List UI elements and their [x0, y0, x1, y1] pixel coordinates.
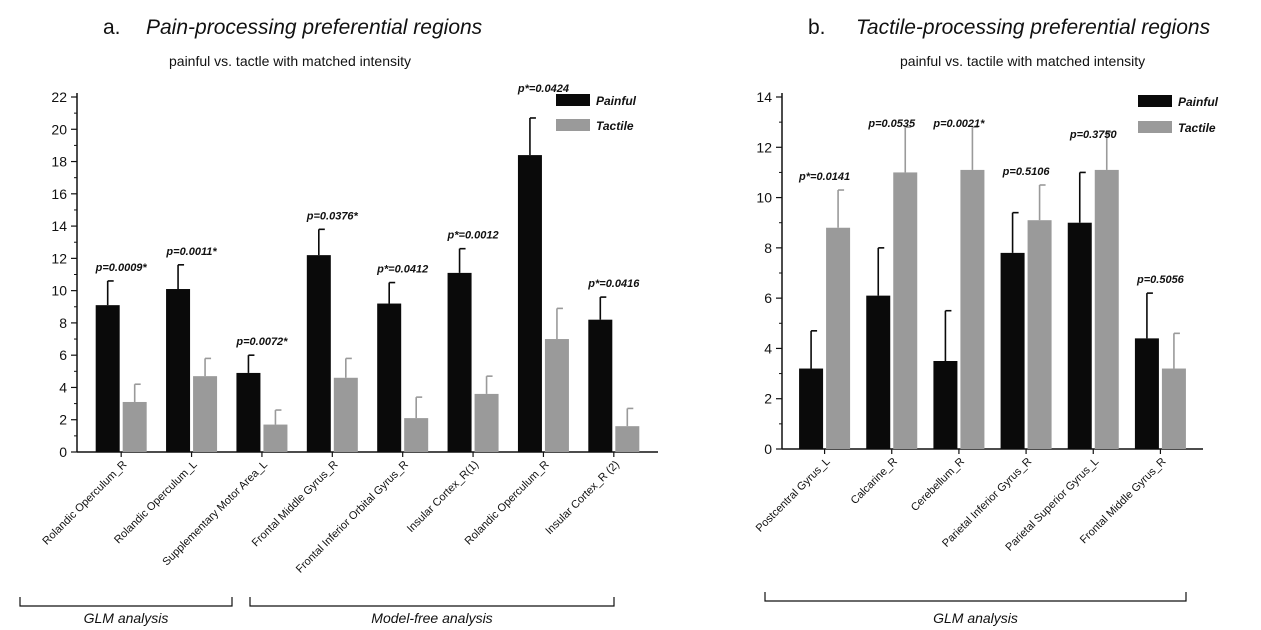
tactile-bar — [333, 377, 358, 452]
painful-bar — [1000, 252, 1025, 449]
x-category-label: Insular Cortex_R(1) — [405, 459, 481, 535]
tactile-bar — [615, 426, 640, 452]
y-tick-label: 16 — [51, 186, 67, 202]
x-category-label: Postcentral Gyrus_L — [754, 456, 833, 535]
panel-b-chart: 0 2 4 6 8 10 12 14 Postcentral Gyrus_L p*=0.0141 C… — [754, 89, 1219, 626]
tactile-bar — [544, 339, 569, 452]
group-bracket — [19, 597, 233, 607]
painful-bar — [933, 361, 958, 449]
group-bracket — [764, 592, 1187, 602]
tactile-bar — [193, 376, 218, 452]
y-tick-label: 2 — [764, 391, 772, 407]
panel-b-header: b. Tactile-processing preferential regio… — [808, 16, 1211, 69]
y-tick-label: 0 — [764, 441, 772, 457]
p-value-label: p*=0.0412 — [376, 264, 428, 276]
y-tick-label: 10 — [756, 190, 772, 206]
p-value-label: p=0.5106 — [1002, 166, 1051, 178]
legend-label: Painful — [596, 94, 637, 108]
y-tick-label: 18 — [51, 154, 67, 170]
p-value-label: p=0.5056 — [1136, 274, 1185, 286]
x-category-label: Calcarine_R — [849, 456, 900, 507]
tactile-bar — [826, 227, 851, 449]
painful-bar — [1067, 222, 1092, 449]
painful-bar — [866, 295, 891, 449]
group-bracket — [249, 597, 615, 607]
panel-a-letter: a. — [103, 16, 121, 39]
x-category-label: Insular Cortex_R (2) — [543, 459, 622, 538]
p-value-label: p=0.0072* — [235, 336, 288, 348]
legend-label: Painful — [1178, 95, 1219, 109]
y-tick-label: 14 — [51, 218, 67, 234]
painful-bar — [799, 368, 824, 449]
p-value-label: p=0.0535 — [867, 118, 916, 130]
painful-bar — [306, 255, 331, 452]
y-tick-label: 10 — [51, 283, 67, 299]
panel-a-header: a. Pain-processing preferential regions … — [103, 16, 483, 69]
p-value-label: p*=0.0141 — [798, 171, 850, 183]
y-tick-label: 6 — [764, 290, 772, 306]
tactile-bar — [1094, 169, 1119, 449]
painful-bar — [95, 305, 120, 452]
y-tick-label: 12 — [756, 139, 772, 155]
y-tick-label: 22 — [51, 89, 67, 105]
p-value-label: p=0.0009* — [95, 262, 148, 274]
y-tick-label: 0 — [59, 444, 67, 460]
tactile-bar — [960, 169, 985, 449]
panel-b-subtitle: painful vs. tactile with matched intensi… — [900, 53, 1145, 69]
legend-swatch-tactile — [556, 119, 590, 131]
painful-bar — [1134, 338, 1159, 449]
legend-swatch-painful — [1138, 95, 1172, 107]
y-tick-label: 14 — [756, 89, 772, 105]
p-value-label: p*=0.0012 — [447, 230, 499, 242]
panel-a-subtitle: painful vs. tactle with matched intensit… — [169, 53, 411, 69]
panel-b-letter: b. — [808, 16, 826, 39]
p-value-label: p=0.0011* — [165, 246, 217, 258]
y-tick-label: 20 — [51, 121, 67, 137]
y-tick-label: 4 — [764, 340, 772, 356]
legend-swatch-painful — [556, 94, 590, 106]
y-tick-label: 4 — [59, 379, 67, 395]
group-label: GLM analysis — [84, 610, 169, 626]
y-tick-label: 8 — [59, 315, 67, 331]
group-label: GLM analysis — [933, 610, 1018, 626]
group-label: Model-free analysis — [371, 610, 492, 626]
painful-bar — [588, 319, 613, 452]
tactile-bar — [893, 172, 918, 449]
painful-bar — [236, 372, 261, 452]
tactile-bar — [263, 424, 288, 452]
panel-a-title: Pain-processing preferential regions — [146, 16, 483, 39]
painful-bar — [377, 303, 402, 452]
y-tick-label: 2 — [59, 412, 67, 428]
legend-label: Tactile — [596, 119, 634, 133]
painful-bar — [447, 272, 472, 452]
painful-bar — [166, 289, 191, 452]
panel-b-title: Tactile-processing preferential regions — [856, 16, 1211, 39]
painful-bar — [517, 155, 542, 452]
p-value-label: p=0.0376* — [306, 210, 359, 222]
y-tick-label: 6 — [59, 347, 67, 363]
x-category-label: Cerebellum_R — [909, 456, 967, 514]
p-value-label: p=0.0021* — [932, 118, 985, 130]
tactile-bar — [1161, 368, 1186, 449]
tactile-bar — [122, 401, 147, 452]
p-value-label: p=0.3750 — [1069, 129, 1118, 141]
p-value-label: p*=0.0424 — [517, 83, 569, 95]
x-category-label: Frontal Inferior Orbital Gyrus_R — [294, 459, 411, 576]
legend-label: Tactile — [1178, 121, 1216, 135]
p-value-label: p*=0.0416 — [587, 278, 640, 290]
legend-swatch-tactile — [1138, 121, 1172, 133]
tactile-bar — [404, 418, 429, 452]
y-tick-label: 12 — [51, 250, 67, 266]
tactile-bar — [1027, 220, 1052, 449]
y-tick-label: 8 — [764, 240, 772, 256]
tactile-bar — [474, 393, 499, 452]
